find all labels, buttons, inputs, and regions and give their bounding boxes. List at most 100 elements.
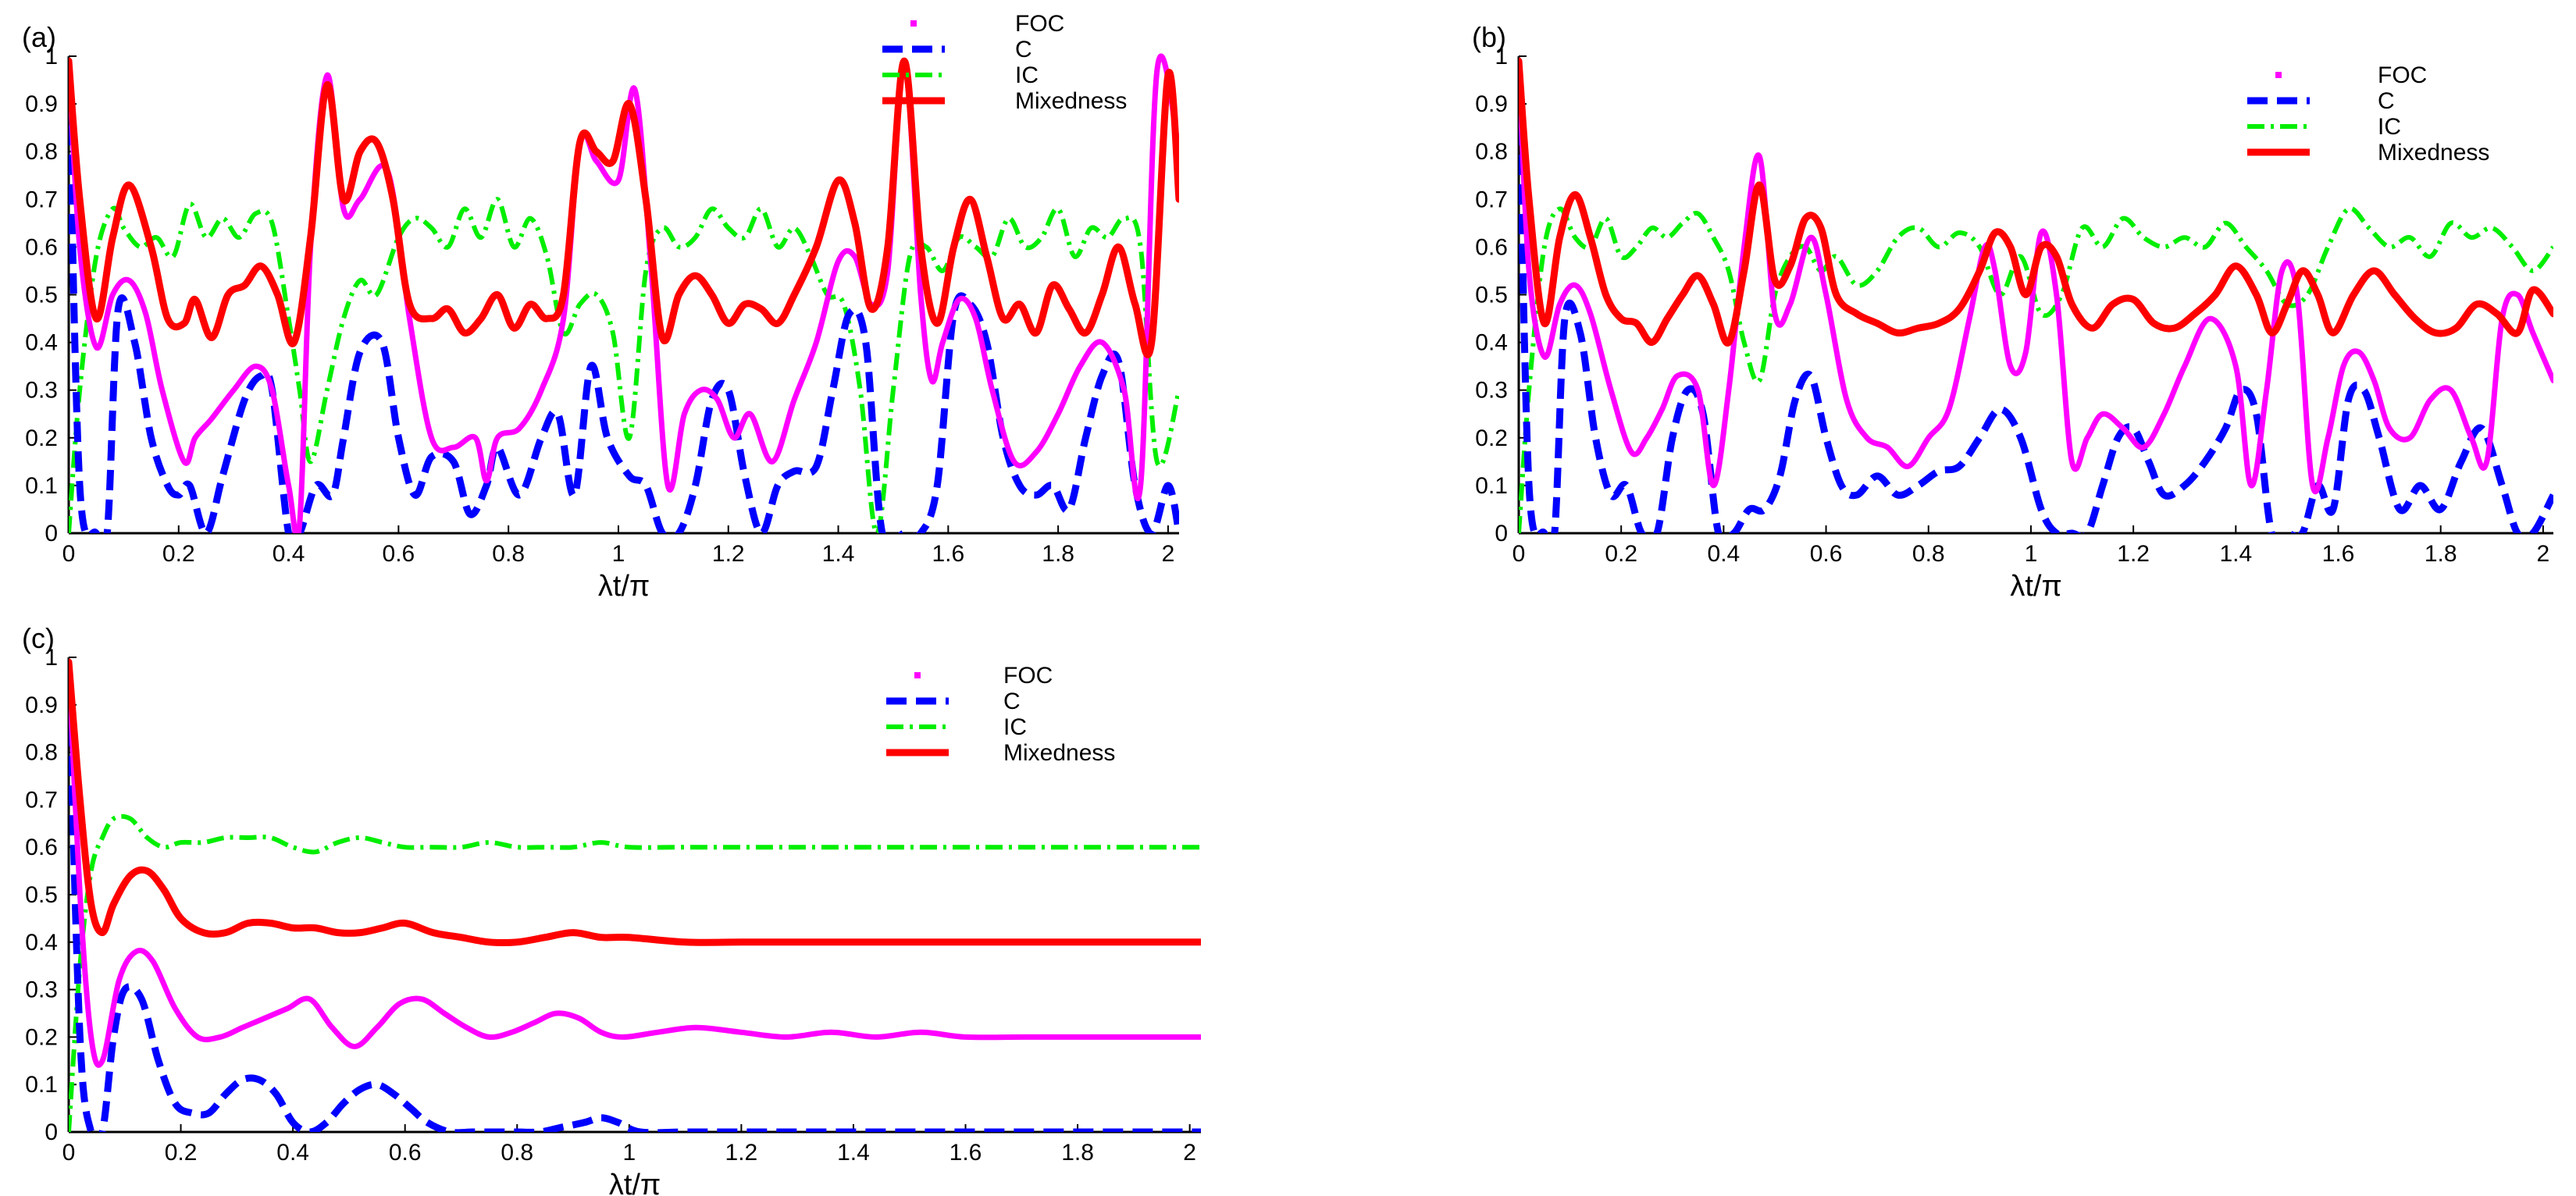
y-tick-label: 1 — [1495, 44, 1508, 69]
x-tick-label: 1 — [622, 1140, 636, 1166]
y-tick-label: 0.1 — [25, 1072, 58, 1098]
y-tick-label: 0.1 — [1475, 473, 1508, 499]
x-tick-label: 2 — [1162, 541, 1175, 567]
legend-c-label: C — [2378, 88, 2395, 114]
legend-foc-marker — [914, 672, 921, 678]
legend-mixedness-label: Mixedness — [1015, 88, 1127, 114]
y-tick-label: 0 — [45, 521, 58, 546]
x-tick-label: 0 — [62, 1140, 76, 1166]
x-tick-label: 1.2 — [725, 1140, 758, 1166]
y-tick-label: 0.8 — [25, 740, 58, 766]
y-tick-label: 0.4 — [25, 330, 58, 356]
x-tick-label: 1.8 — [1061, 1140, 1094, 1166]
legend-ic-label: IC — [2378, 114, 2401, 140]
series-ic-line — [1519, 206, 2553, 533]
y-tick-label: 0.2 — [1475, 425, 1508, 451]
series-mixedness-line — [69, 57, 1179, 359]
series-ic-line — [69, 813, 1201, 1132]
y-tick-label: 0.8 — [25, 139, 58, 165]
legend-foc-label: FOC — [1003, 663, 1053, 689]
x-tick-label: 1.4 — [2219, 541, 2252, 567]
series-foc-line — [1519, 58, 2553, 495]
x-tick-label: 0.6 — [389, 1140, 422, 1166]
y-tick-label: 0.7 — [1475, 187, 1508, 212]
x-tick-label: 1.4 — [822, 541, 855, 567]
x-tick-label: 1 — [612, 541, 625, 567]
y-tick-label: 0.1 — [25, 473, 58, 499]
legend-mixedness-label: Mixedness — [1003, 740, 1115, 766]
x-axis-label: λt/π — [609, 1169, 661, 1196]
y-tick-label: 1 — [45, 645, 58, 671]
series-foc-line — [69, 659, 1201, 1068]
panel-label-c: (c) — [22, 622, 55, 654]
y-tick-label: 0.2 — [25, 1024, 58, 1050]
y-tick-label: 0.5 — [1475, 283, 1508, 308]
panel-b: 0 0.1 0.2 0.3 0.4 0.5 0.6 0.7 0.8 0.9 1 0 0.2 0.4 0.6 0… — [1472, 21, 2553, 603]
y-tick-label: 0.7 — [25, 187, 58, 212]
series-c-line — [69, 667, 1201, 1132]
panel-label-a: (a) — [22, 21, 56, 53]
y-tick-label: 0.6 — [25, 234, 58, 260]
x-axis-label: λt/π — [2010, 570, 2061, 603]
y-tick-label: 0 — [45, 1119, 58, 1145]
x-tick-label: 1.2 — [2117, 541, 2150, 567]
y-tick-label: 0.8 — [1475, 139, 1508, 165]
legend-ic-label: IC — [1003, 714, 1027, 740]
x-tick-label: 1 — [2025, 541, 2038, 567]
x-tick-label: 0.4 — [273, 541, 305, 567]
y-tick-label: 0.4 — [25, 930, 58, 956]
x-tick-label: 0.6 — [383, 541, 415, 567]
x-tick-label: 0.4 — [276, 1140, 309, 1166]
legend-foc-label: FOC — [1015, 11, 1064, 37]
y-tick-label: 0.9 — [1475, 91, 1508, 117]
series-c-line — [69, 66, 1179, 533]
x-axis-label: λt/π — [598, 570, 650, 603]
y-tick-label: 0 — [1495, 521, 1508, 546]
y-tick-label: 0.2 — [25, 425, 58, 451]
y-tick-label: 0.5 — [25, 882, 58, 908]
series-mixedness-line — [1519, 57, 2553, 347]
x-tick-label: 0.4 — [1708, 541, 1740, 567]
legend-foc-marker — [2275, 72, 2282, 78]
x-tick-label: 0 — [62, 541, 76, 567]
legend-c-label: C — [1003, 689, 1021, 714]
y-tick-label: 0.6 — [1475, 234, 1508, 260]
x-tick-label: 0.8 — [501, 1140, 533, 1166]
y-tick-label: 0.4 — [1475, 330, 1508, 356]
y-tick-label: 0.3 — [1475, 378, 1508, 404]
legend-c-label: C — [1015, 37, 1032, 62]
x-tick-label: 1.6 — [2322, 541, 2355, 567]
x-tick-label: 1.4 — [837, 1140, 870, 1166]
x-tick-label: 2 — [2537, 541, 2550, 567]
y-tick-label: 0.5 — [25, 283, 58, 308]
x-tick-label: 1.8 — [2425, 541, 2457, 567]
y-tick-label: 1 — [45, 44, 58, 69]
y-tick-label: 0.6 — [25, 835, 58, 860]
legend-ic-label: IC — [1015, 62, 1039, 88]
y-tick-label: 0.3 — [25, 378, 58, 404]
x-tick-label: 0 — [1512, 541, 1526, 567]
series-mixedness-line — [69, 658, 1201, 947]
legend-mixedness-label: Mixedness — [2378, 140, 2489, 166]
x-tick-label: 1.2 — [712, 541, 745, 567]
legend-foc-marker — [910, 20, 917, 27]
x-tick-label: 0.8 — [1912, 541, 1945, 567]
y-tick-label: 0.9 — [25, 692, 58, 718]
x-tick-label: 2 — [1183, 1140, 1196, 1166]
panel-a: 0 0.1 0.2 0.3 0.4 0.5 0.6 0.7 0.8 0.9 1 0 0.2 0.4 0.6 0… — [22, 11, 1179, 603]
panel-label-b: (b) — [1472, 21, 1506, 53]
x-tick-label: 0.2 — [1605, 541, 1637, 567]
panel-c: 0 0.1 0.2 0.3 0.4 0.5 0.6 0.7 0.8 0.9 1 0 0.2 0.4 0.6 0… — [22, 622, 1201, 1196]
x-tick-label: 0.2 — [162, 541, 195, 567]
y-tick-label: 0.3 — [25, 977, 58, 1003]
y-tick-label: 0.9 — [25, 91, 58, 117]
x-tick-label: 1.6 — [932, 541, 964, 567]
legend-foc-label: FOC — [2378, 62, 2427, 88]
series-c-line — [1519, 66, 2553, 533]
x-tick-label: 0.6 — [1810, 541, 1843, 567]
x-tick-label: 0.2 — [165, 1140, 198, 1166]
x-tick-label: 1.8 — [1042, 541, 1074, 567]
x-tick-label: 1.6 — [950, 1140, 982, 1166]
y-tick-label: 0.7 — [25, 787, 58, 813]
